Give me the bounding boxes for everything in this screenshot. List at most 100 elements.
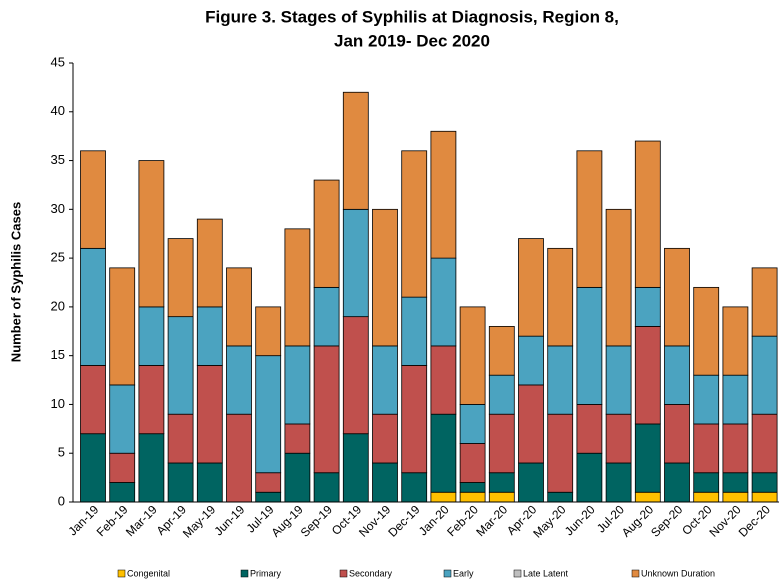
bar-segment	[664, 462, 690, 503]
bar-segment	[693, 491, 720, 503]
bar-segment	[138, 365, 165, 435]
legend-label: Secondary	[349, 568, 393, 578]
bar-segment	[576, 150, 603, 288]
bar-segment	[722, 423, 749, 474]
x-tick-label: May-20	[530, 502, 568, 540]
bar-segment	[634, 325, 661, 425]
x-tick-label: Aug-20	[619, 502, 656, 539]
x-tick-label: Nov-20	[707, 502, 744, 539]
y-tick-label: 15	[51, 347, 65, 362]
bar-segment	[751, 491, 778, 503]
bar-segment	[255, 355, 282, 474]
bar-segment	[751, 335, 778, 415]
y-tick-label: 0	[58, 493, 65, 508]
bar-segment	[284, 345, 311, 425]
bar-segment	[605, 345, 632, 415]
legend-swatch	[339, 569, 348, 578]
bar-segment	[634, 491, 661, 503]
bar-segment	[109, 452, 136, 483]
bar-segment	[109, 267, 136, 386]
legend-swatch	[631, 569, 640, 578]
bar-segment	[459, 491, 486, 503]
bar-segment	[109, 482, 136, 503]
bar-segment	[372, 345, 398, 415]
bar-segment	[547, 247, 574, 347]
bar-segment	[80, 150, 106, 249]
bar-segment	[284, 228, 311, 347]
bar-segment	[518, 462, 544, 503]
y-tick-label: 35	[51, 152, 65, 167]
bar-segment	[167, 413, 194, 464]
bar-segment	[80, 365, 106, 435]
bar-segment	[634, 423, 661, 493]
bar-segment	[576, 404, 603, 454]
bar-segment	[80, 433, 106, 503]
bar-segment	[109, 384, 136, 454]
legend-swatch	[240, 569, 249, 578]
legend-swatch	[513, 569, 522, 578]
bar-segment	[342, 91, 369, 210]
bar-segment	[342, 316, 369, 435]
y-tick-label: 25	[51, 250, 65, 265]
bar-segment	[488, 374, 515, 415]
bar-segment	[255, 472, 282, 493]
bar-segment	[226, 345, 252, 415]
x-tick-label: Dec-19	[385, 502, 422, 539]
bar-segment	[722, 491, 749, 503]
x-tick-label: Mar-19	[123, 502, 160, 539]
bar-segment	[372, 208, 398, 347]
y-tick-label: 45	[51, 54, 65, 69]
x-tick-label: Sep-19	[298, 502, 335, 539]
bar-segment	[576, 286, 603, 405]
bar-segment	[751, 472, 778, 493]
bar-segment	[488, 325, 515, 376]
bar-segment	[693, 286, 720, 376]
bar-segment	[547, 491, 574, 503]
bar-segment	[342, 208, 369, 318]
bar-segment	[459, 482, 486, 493]
y-tick-label: 30	[51, 201, 65, 216]
x-tick-label: Jun-20	[562, 502, 598, 538]
y-tick-label: 40	[51, 103, 65, 118]
bar-segment	[664, 345, 690, 405]
bar-segment	[459, 306, 486, 405]
y-tick-label: 10	[51, 396, 65, 411]
bar-segment	[196, 462, 223, 503]
bar-segment	[547, 345, 574, 415]
x-tick-label: Jun-19	[212, 502, 248, 538]
bar-segment	[605, 413, 632, 464]
bar-segment	[226, 267, 252, 347]
bar-segment	[488, 413, 515, 474]
legend-swatch	[117, 569, 126, 578]
bar-segment	[605, 208, 632, 347]
bar-segment	[167, 238, 194, 318]
bar-segment	[196, 306, 223, 366]
bar-segment	[167, 462, 194, 503]
y-tick-label: 5	[58, 445, 65, 460]
bar-segment	[430, 413, 457, 493]
bar-segment	[313, 345, 340, 474]
chart-title: Jan 2019- Dec 2020	[334, 31, 490, 50]
y-axis-label: Number of Syphilis Cases	[8, 202, 23, 362]
bar-segment	[547, 413, 574, 493]
chart-title: Figure 3. Stages of Syphilis at Diagnosi…	[205, 7, 619, 26]
legend-label: Congenital	[127, 568, 170, 578]
bar-segment	[255, 491, 282, 503]
bar-segment	[401, 150, 428, 298]
legend-label: Late Latent	[523, 568, 569, 578]
bar-segment	[722, 306, 749, 376]
bar-segment	[196, 365, 223, 464]
bar-segment	[430, 345, 457, 415]
bar-segment	[605, 462, 632, 503]
bar-segment	[693, 472, 720, 493]
x-tick-label: Sep-20	[648, 502, 685, 539]
legend-label: Early	[453, 568, 474, 578]
bar-segment	[634, 286, 661, 327]
bar-segment	[430, 130, 457, 259]
bar-segment	[693, 423, 720, 474]
bar-segment	[138, 433, 165, 503]
bar-segment	[372, 462, 398, 503]
bar-segment	[576, 452, 603, 503]
bar-segment	[693, 374, 720, 425]
